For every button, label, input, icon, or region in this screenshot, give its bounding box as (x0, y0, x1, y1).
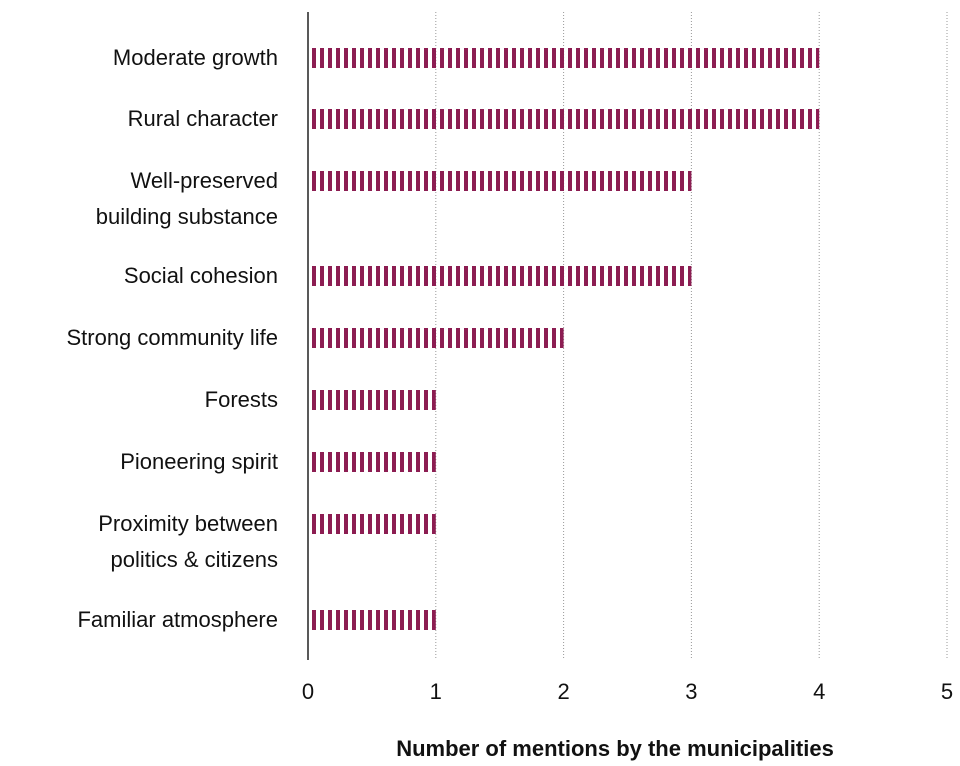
bar (308, 328, 564, 348)
x-tick-label: 0 (302, 679, 314, 704)
category-label: Proximity between politics & citizens (98, 511, 278, 572)
bar (308, 171, 692, 191)
bar (308, 109, 820, 129)
category-label: Forests (204, 387, 278, 412)
bar (308, 514, 436, 534)
bar (308, 390, 436, 410)
category-label: Pioneering spirit (120, 449, 278, 474)
category-label: Familiar atmosphere (77, 607, 278, 632)
bar (308, 610, 436, 630)
x-tick-label: 5 (941, 679, 953, 704)
category-label: Moderate growth (112, 45, 278, 70)
x-tick-label: 3 (685, 679, 697, 704)
x-axis-label: Number of mentions by the municipalities (396, 736, 834, 761)
x-tick-label: 2 (557, 679, 569, 704)
category-label: Strong community life (66, 325, 278, 350)
bar (308, 266, 692, 286)
category-label: Social cohesion (123, 263, 278, 288)
category-label: Rural character (127, 106, 278, 131)
x-tick-label: 4 (813, 679, 825, 704)
category-label: Well-preserved building substance (95, 168, 278, 229)
bar (308, 48, 820, 68)
x-tick-label: 1 (430, 679, 442, 704)
bar (308, 452, 436, 472)
